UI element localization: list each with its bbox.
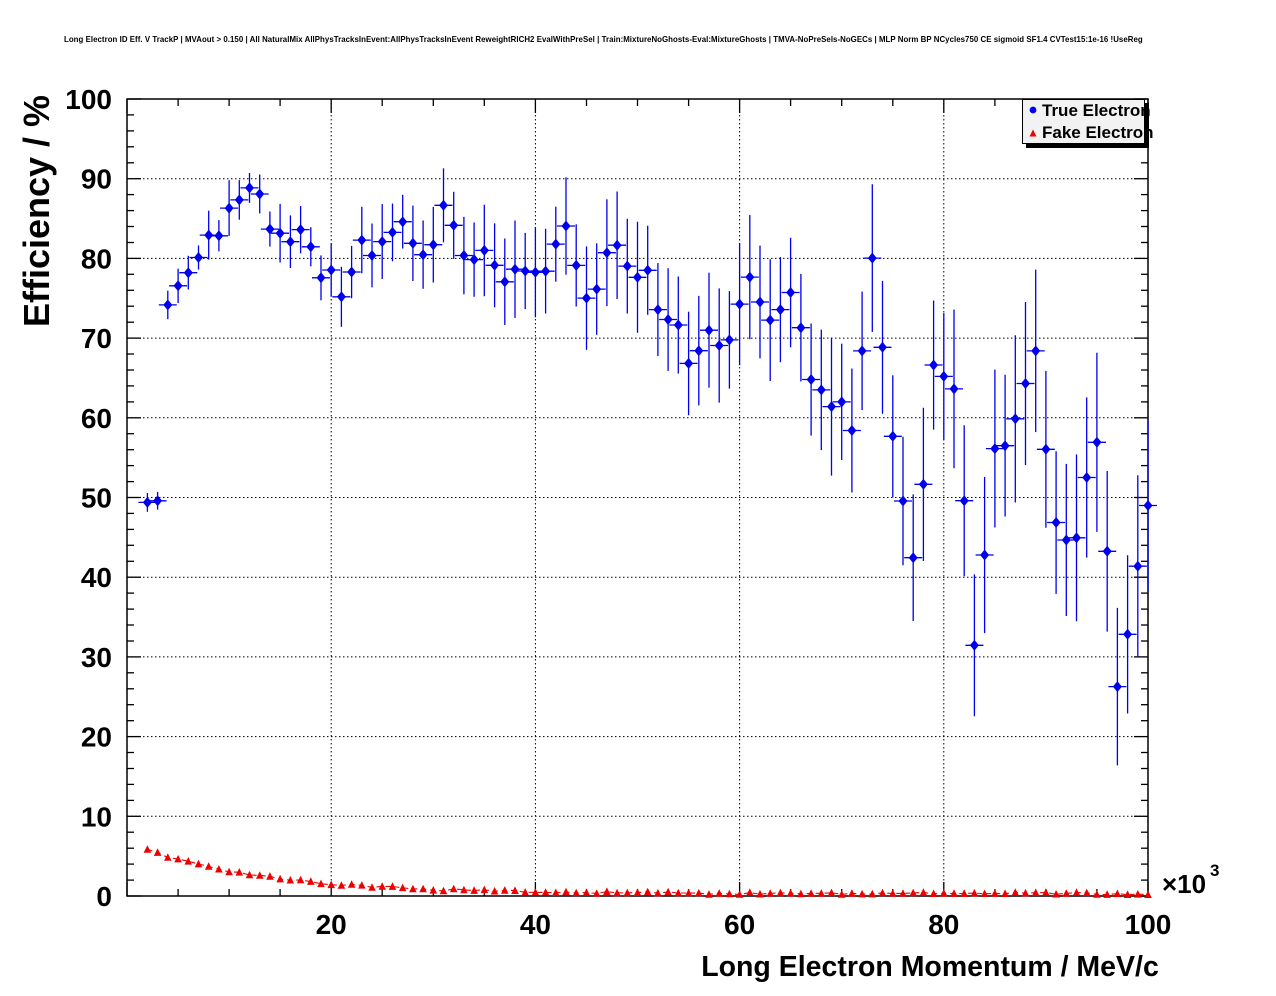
svg-text:80: 80: [81, 243, 112, 274]
svg-text:0: 0: [96, 881, 112, 912]
svg-text:50: 50: [81, 483, 112, 514]
svg-text:3: 3: [1210, 861, 1219, 880]
svg-text:Long Electron Momentum / MeV/c: Long Electron Momentum / MeV/c: [701, 951, 1159, 983]
svg-text:20: 20: [81, 722, 112, 753]
svg-text:Efficiency / %: Efficiency / %: [16, 95, 57, 327]
svg-text:20: 20: [316, 909, 347, 940]
svg-text:90: 90: [81, 164, 112, 195]
svg-text:×10: ×10: [1162, 869, 1206, 899]
svg-text:100: 100: [65, 84, 112, 115]
svg-text:70: 70: [81, 323, 112, 354]
svg-text:60: 60: [81, 403, 112, 434]
svg-text:10: 10: [81, 801, 112, 832]
svg-text:100: 100: [1125, 909, 1172, 940]
svg-text:40: 40: [520, 909, 551, 940]
svg-text:30: 30: [81, 642, 112, 673]
svg-text:60: 60: [724, 909, 755, 940]
svg-text:40: 40: [81, 562, 112, 593]
svg-text:80: 80: [928, 909, 959, 940]
